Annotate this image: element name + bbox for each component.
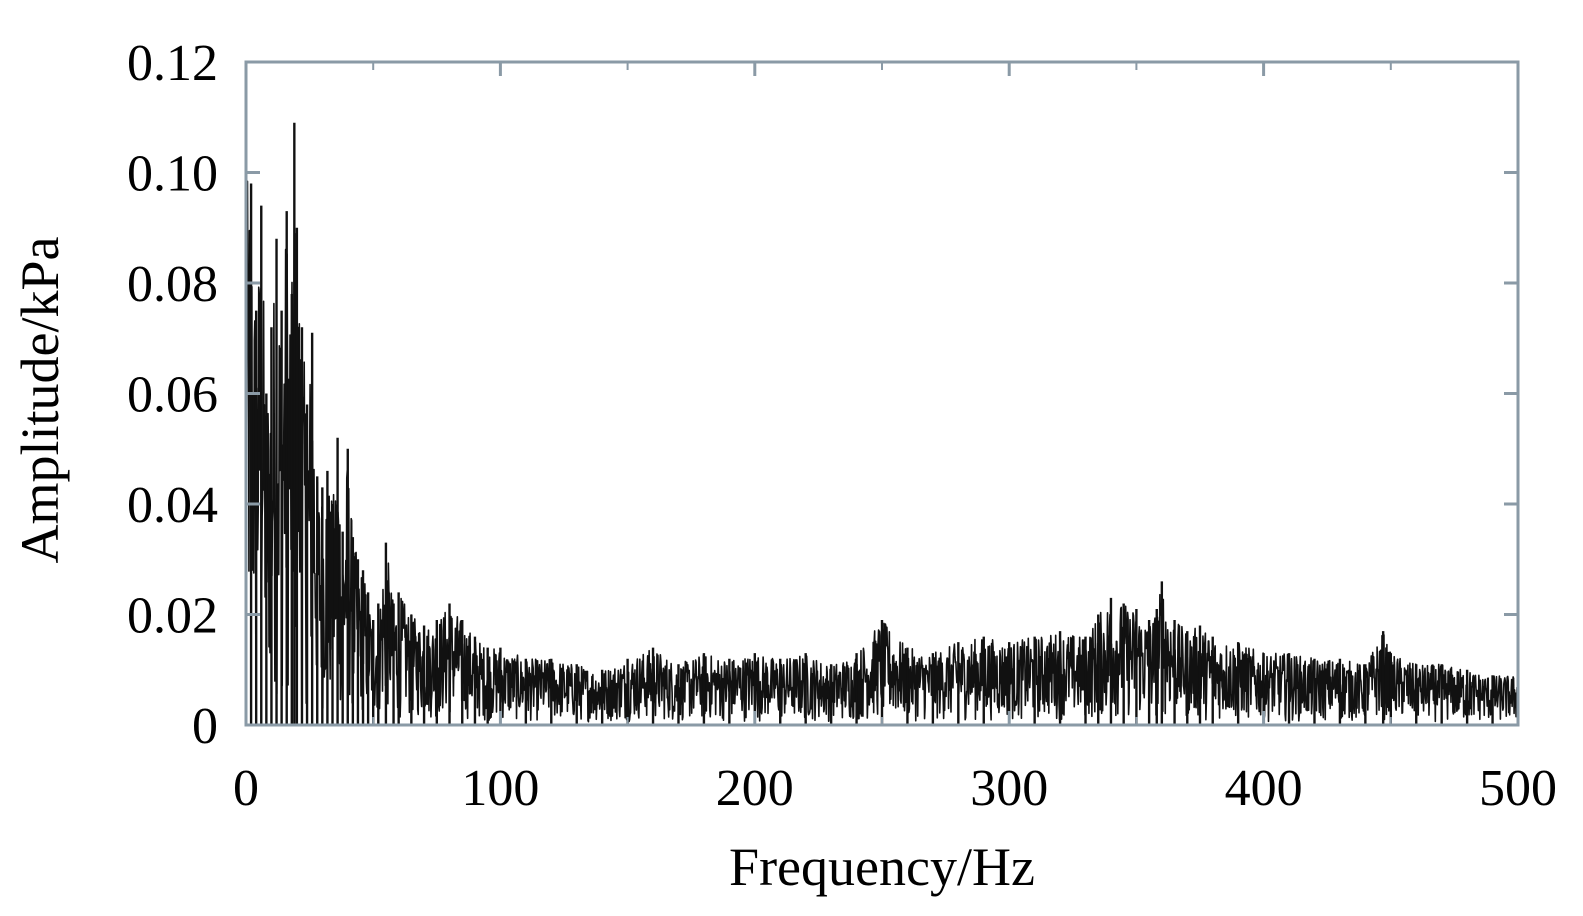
y-tick-label: 0.08 <box>127 256 218 313</box>
y-tick-label: 0.04 <box>127 477 218 534</box>
y-tick-label: 0.06 <box>127 367 218 424</box>
x-tick-label: 400 <box>1225 760 1303 817</box>
y-axis-ticks: 0 0.02 0.04 0.06 0.08 0.10 0.12 <box>127 35 1518 755</box>
y-tick-label: 0.12 <box>127 35 218 92</box>
x-tick-label: 200 <box>716 760 794 817</box>
x-tick-label: 300 <box>970 760 1048 817</box>
x-tick-label: 100 <box>461 760 539 817</box>
x-axis-ticks: 0 100 200 300 400 500 <box>233 62 1557 817</box>
x-tick-label: 500 <box>1479 760 1557 817</box>
plot-area <box>244 60 1520 727</box>
x-tick-label: 0 <box>233 760 259 817</box>
y-tick-label: 0 <box>192 698 218 755</box>
y-tick-label: 0.02 <box>127 588 218 645</box>
y-tick-label: 0.10 <box>127 146 218 203</box>
y-axis-label: Amplitude/kPa <box>10 236 70 563</box>
x-axis-label: Frequency/Hz <box>729 837 1035 897</box>
